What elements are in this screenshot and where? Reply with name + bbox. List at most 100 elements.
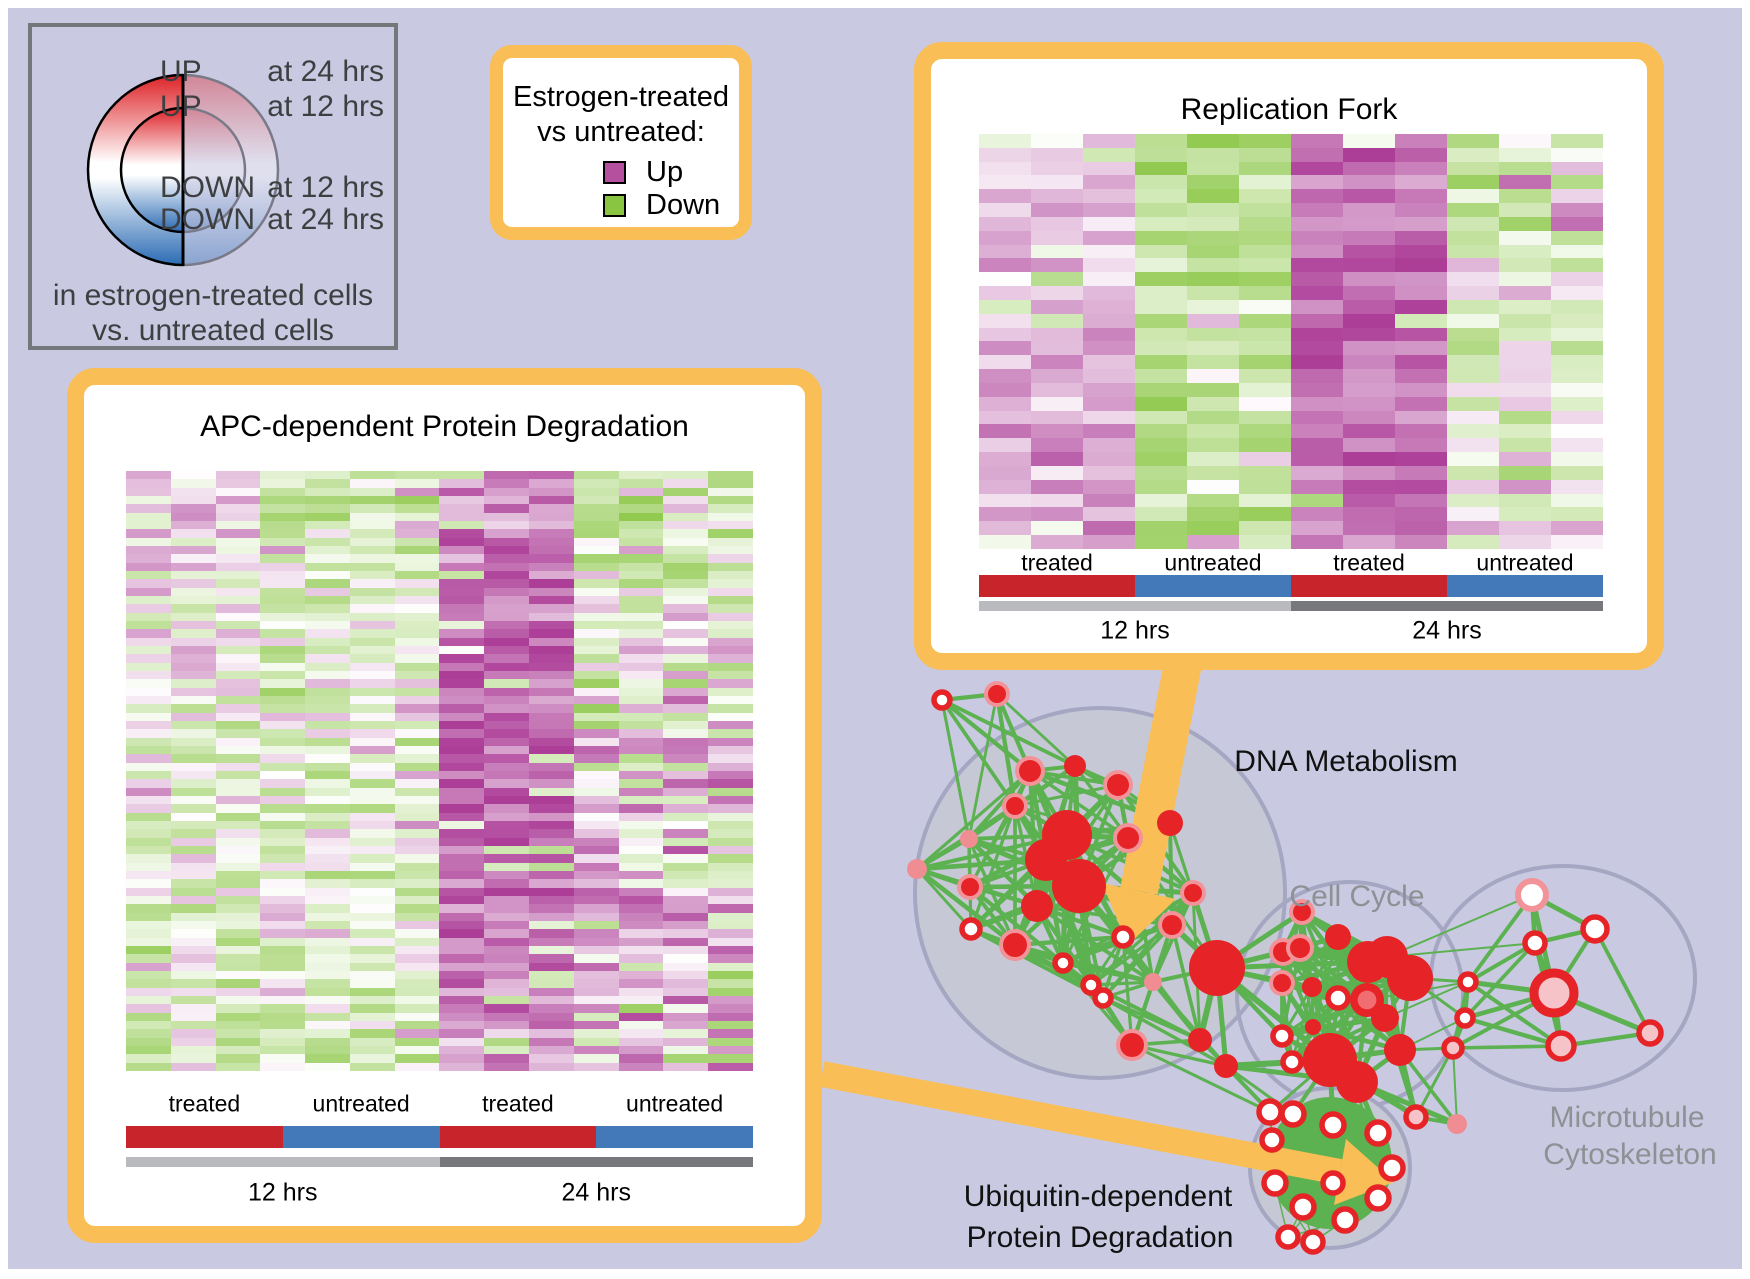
heatmap-cell (979, 258, 1031, 273)
heatmap-cell (439, 479, 485, 488)
heatmap-cell (484, 512, 530, 521)
heatmap-cell (215, 887, 261, 896)
heatmap-cell (573, 570, 619, 580)
node-cc (1447, 1114, 1467, 1134)
heatmap-cell (305, 720, 350, 730)
heatmap-cell (260, 679, 306, 688)
heatmap-cell (484, 620, 530, 630)
heatmap-cell (215, 637, 261, 646)
heatmap-cell (1031, 272, 1083, 287)
heatmap-cell (708, 512, 753, 521)
heatmap-cell (1395, 175, 1447, 190)
heatmap-cell (126, 862, 171, 871)
heatmap-cell (618, 645, 664, 655)
heatmap-cell (1187, 147, 1239, 162)
heatmap-cell (618, 820, 664, 830)
heatmap-cell (529, 1029, 574, 1038)
untreated-bar (282, 1126, 440, 1148)
heatmap-cell (1031, 258, 1083, 273)
heatmap-cell (663, 912, 709, 921)
heatmap-cell (305, 654, 350, 663)
heatmap-cell (1187, 230, 1239, 245)
heatmap-cell (215, 779, 261, 788)
heatmap-cell (260, 479, 306, 488)
heatmap-cell (170, 770, 216, 780)
heatmap-cell (305, 687, 350, 696)
node-dna (1157, 810, 1183, 836)
heatmap-cell (663, 612, 709, 621)
heatmap-cell (573, 645, 619, 655)
heatmap-cell (618, 945, 664, 955)
heatmap-cell (1239, 410, 1291, 425)
heatmap-cell (979, 341, 1031, 356)
heatmap-cell (1343, 216, 1395, 231)
heatmap-cell (484, 504, 530, 513)
heatmap-cell (708, 787, 753, 796)
heatmap-cell (1031, 410, 1083, 425)
heatmap-cell (529, 862, 574, 871)
heatmap-cell (305, 595, 350, 605)
heatmap-cell (170, 587, 216, 596)
heatmap-cell (1343, 382, 1395, 397)
heatmap-cell (1187, 396, 1239, 411)
heatmap-cell (1187, 507, 1239, 522)
heatmap-cell (618, 1029, 664, 1038)
heatmap-cell (394, 895, 440, 905)
ring-legend-down-12: DOWN (160, 171, 255, 204)
network-edge (940, 698, 1032, 773)
heatmap-cell (1031, 175, 1083, 190)
heatmap-cell (529, 612, 574, 621)
heatmap-cell (170, 904, 216, 913)
heatmap-cell (663, 920, 709, 930)
heatmap-cell (618, 562, 664, 571)
heatmap-cell (979, 327, 1031, 342)
heatmap-cell (484, 787, 530, 796)
heatmap-cell (618, 770, 664, 780)
heatmap-cell (1395, 216, 1447, 231)
heatmap-cell (1343, 203, 1395, 217)
heatmap-cell (126, 895, 171, 905)
heatmap-cell (394, 595, 440, 605)
heatmap-cell (349, 962, 395, 971)
heatmap-cell (618, 520, 664, 530)
heatmap-cell (484, 979, 530, 988)
network-edge (1029, 769, 1129, 840)
network-edge (1170, 924, 1202, 1041)
heatmap-cell (260, 1054, 306, 1063)
heatmap-cell (260, 937, 306, 946)
heatmap-cell (215, 537, 261, 546)
heatmap-cell (170, 795, 216, 805)
heatmap-cell (394, 520, 440, 530)
heatmap-cell (484, 595, 530, 605)
heatmap-cell (1239, 382, 1291, 397)
heatmap-cell (215, 895, 261, 905)
heatmap-cell (1135, 355, 1187, 370)
heatmap-cell (573, 471, 619, 480)
heatmap-cell (215, 954, 261, 963)
heatmap-cell (349, 662, 395, 671)
heatmap-cell (1239, 521, 1291, 536)
heatmap-cell (573, 687, 619, 696)
heatmap-cell (979, 424, 1031, 439)
heatmap-cell (170, 562, 216, 571)
heatmap-cell (170, 637, 216, 646)
heatmap-cell (305, 962, 350, 971)
heatmap-cell (305, 471, 350, 480)
heatmap-cell (170, 712, 216, 721)
heatmap-cell (529, 562, 574, 571)
heatmap-cell (394, 637, 440, 646)
heatmap-cell (618, 879, 664, 888)
heatmap-cell (529, 754, 574, 763)
heatmap-cell (170, 862, 216, 871)
heatmap-cell (1291, 424, 1343, 439)
heatmap-cell (484, 654, 530, 663)
heatmap-cell (484, 570, 530, 580)
heatmap-cell (394, 537, 440, 546)
heatmap-cell (618, 795, 664, 805)
heatmap-cell (1187, 175, 1239, 190)
heatmap-cell (215, 879, 261, 888)
heatmap-cell (573, 937, 619, 946)
heatmap-cell (573, 504, 619, 513)
heatmap-cell (708, 945, 753, 955)
heatmap-cell (708, 587, 753, 596)
